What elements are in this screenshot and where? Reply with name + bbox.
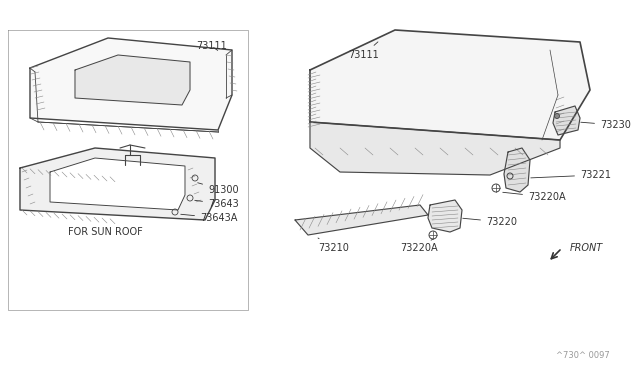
Text: 91300: 91300 [198,183,239,195]
Polygon shape [310,122,560,175]
Polygon shape [50,158,185,210]
Text: 73221: 73221 [531,170,611,180]
Text: 73111: 73111 [348,42,379,60]
Text: 73643: 73643 [195,199,239,209]
Text: 73643A: 73643A [180,213,237,223]
Text: 73230: 73230 [580,120,631,130]
Polygon shape [504,148,530,192]
Polygon shape [428,200,462,232]
Polygon shape [75,55,190,105]
Text: 73111: 73111 [196,41,227,51]
Text: FOR SUN ROOF: FOR SUN ROOF [68,227,142,237]
Text: 73210: 73210 [318,238,349,253]
Polygon shape [30,38,232,130]
Circle shape [554,113,559,119]
Text: ^730^ 0097: ^730^ 0097 [556,350,610,359]
Text: 73220A: 73220A [503,192,566,202]
Polygon shape [310,30,590,140]
Polygon shape [20,148,215,220]
Polygon shape [553,106,580,135]
Text: 73220A: 73220A [400,239,438,253]
Text: FRONT: FRONT [570,243,604,253]
Polygon shape [295,205,428,235]
Text: 73220: 73220 [463,217,517,227]
